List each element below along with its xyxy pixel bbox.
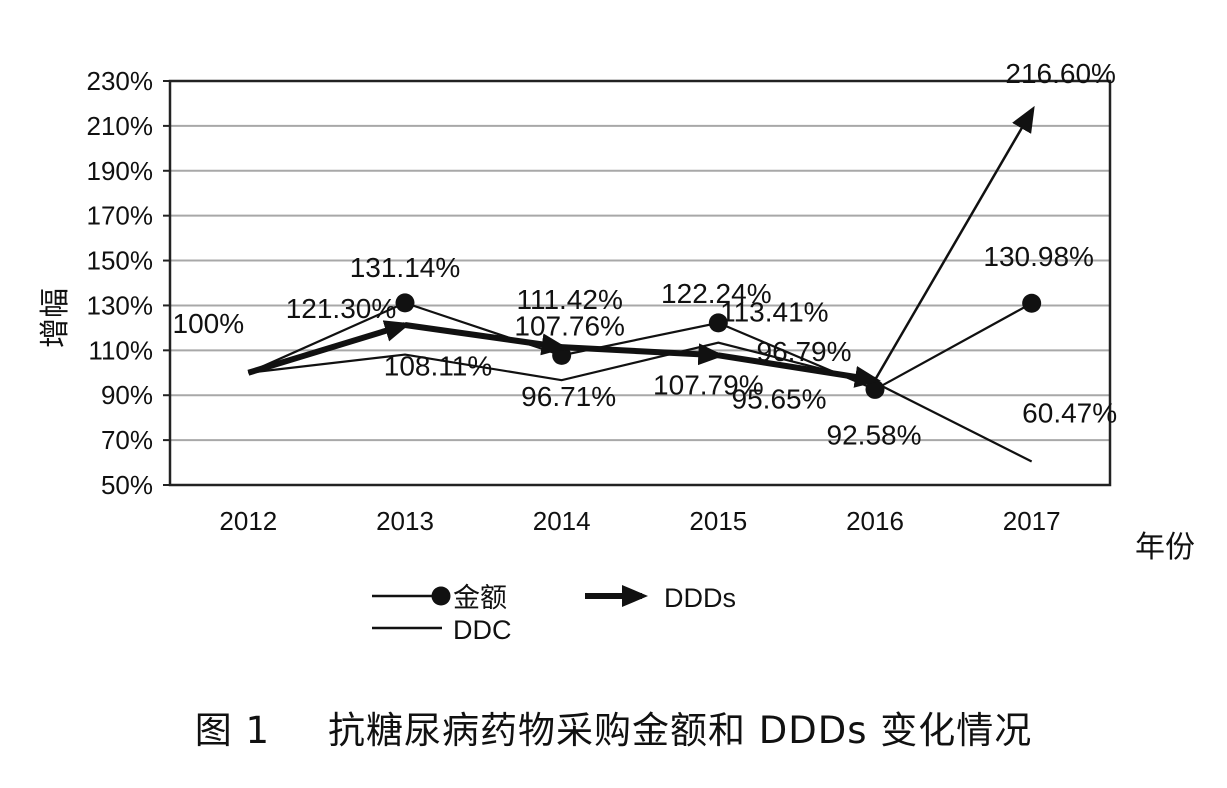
ddc-data-label: 108.11%: [384, 351, 492, 382]
amount-data-label: 107.76%: [514, 310, 625, 341]
plot-area-border: [168, 79, 1112, 487]
y-tick-label: 50%: [101, 470, 153, 500]
legend-amount-label: 金额: [453, 583, 507, 613]
ddds-data-label: 121.30%: [286, 293, 397, 324]
y-tick-label: 170%: [87, 201, 154, 231]
x-axis-title: 年份: [1135, 531, 1195, 564]
x-tick-label: 2014: [533, 506, 591, 536]
axes: 50% 70% 90% 110% 130% 150% 170% 190% 210% 230% 201…: [39, 66, 1195, 564]
ddds-data-label: 216.60%: [1005, 58, 1116, 89]
ddds-series-segment: [873, 105, 1035, 381]
y-tick-label: 230%: [87, 66, 154, 96]
y-tick-label: 190%: [87, 156, 154, 186]
ddds-data-label: 111.42%: [516, 284, 622, 315]
legend-item-ddc: DDC: [372, 615, 512, 645]
amount-data-label: 92.58%: [827, 419, 922, 450]
legend-item-amount: 金额: [372, 583, 507, 613]
ddc-series-line: [248, 341, 1033, 463]
ddds-data-label: 107.79%: [653, 369, 764, 400]
ddc-data-label: 95.65%: [732, 384, 827, 415]
legend-ddc-label: DDC: [453, 615, 512, 645]
y-tick-label: 150%: [87, 246, 154, 276]
x-tick-label: 2013: [376, 506, 434, 536]
x-tick-label: 2015: [689, 506, 747, 536]
series: [247, 105, 1042, 463]
ddds-data-label: 100%: [173, 308, 245, 339]
gridlines: [170, 80, 1110, 442]
y-tick-label: 210%: [87, 111, 154, 141]
ddds-series-segment: [404, 322, 568, 356]
figure-caption: 图 1 抗糖尿病药物采购金额和 DDDs 变化情况: [0, 700, 1227, 754]
x-tick-label: 2012: [219, 506, 277, 536]
y-tick-label: 130%: [87, 290, 154, 320]
data-labels: 131.14% 107.76% 122.24% 92.58% 130.98% 100% 12…: [173, 58, 1118, 450]
amount-series-line: [247, 301, 1033, 391]
amount-point: [1022, 293, 1042, 313]
amount-point: [865, 379, 885, 399]
ddc-data-label: 60.47%: [1022, 398, 1117, 429]
chart: 50% 70% 90% 110% 130% 150% 170% 190% 210% 230% 201…: [39, 58, 1195, 645]
y-axis-title: 增幅: [39, 288, 72, 348]
legend: 金额 DDDs DDC: [372, 583, 736, 645]
amount-data-label: 131.14%: [350, 252, 461, 283]
amount-data-label: 122.24%: [661, 278, 772, 309]
amount-data-label: 130.98%: [983, 241, 1094, 272]
y-tick-label: 90%: [101, 380, 153, 410]
ddds-series-segment: [561, 343, 725, 366]
ddds-data-label: 96.79%: [757, 336, 852, 367]
amount-point: [708, 313, 728, 333]
ddc-data-label: 113.41%: [720, 297, 828, 328]
legend-item-ddds: DDDs: [585, 583, 736, 613]
x-tick-label: 2017: [1003, 506, 1061, 536]
ddds-series-segment: [717, 352, 881, 388]
caption-text: 抗糖尿病药物采购金额和 DDDs 变化情况: [328, 709, 1033, 752]
legend-ddds-label: DDDs: [664, 583, 736, 613]
ddc-data-label: 96.71%: [521, 381, 616, 412]
legend-amount-marker: [431, 586, 451, 606]
y-tick-label: 110%: [88, 335, 153, 365]
ddds-series-segment: [247, 320, 411, 376]
amount-point: [395, 293, 415, 313]
y-tick-label: 70%: [101, 425, 153, 455]
x-tick-label: 2016: [846, 506, 904, 536]
caption-figure-number: 图 1: [194, 709, 271, 752]
